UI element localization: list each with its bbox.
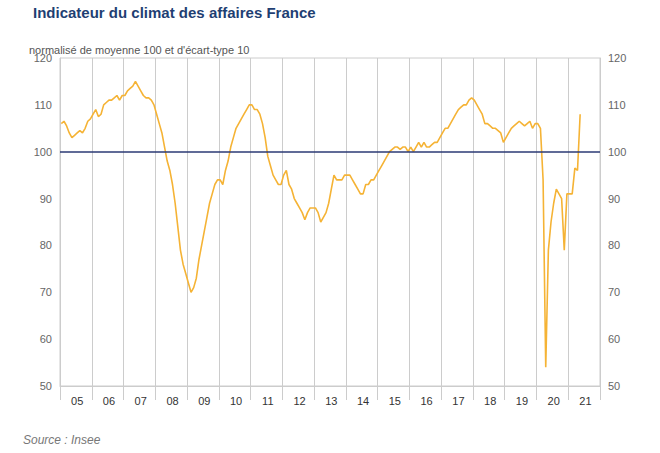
svg-text:120: 120 — [33, 52, 52, 64]
svg-text:13: 13 — [325, 395, 337, 407]
svg-text:10: 10 — [230, 395, 242, 407]
svg-text:Source : Insee: Source : Insee — [23, 433, 101, 447]
svg-text:20: 20 — [548, 395, 560, 407]
svg-text:normalisé de moyenne 100 et d': normalisé de moyenne 100 et d'écart-type… — [29, 44, 249, 56]
svg-text:14: 14 — [357, 395, 369, 407]
svg-text:Indicateur du climat des affai: Indicateur du climat des affaires France — [33, 4, 316, 21]
svg-text:50: 50 — [40, 380, 52, 392]
svg-text:100: 100 — [608, 146, 626, 158]
svg-text:09: 09 — [198, 395, 210, 407]
svg-text:110: 110 — [34, 99, 52, 111]
svg-text:80: 80 — [608, 239, 620, 251]
svg-text:19: 19 — [516, 395, 528, 407]
svg-text:70: 70 — [608, 286, 620, 298]
svg-text:90: 90 — [608, 193, 620, 205]
svg-text:50: 50 — [608, 380, 620, 392]
svg-text:07: 07 — [135, 395, 147, 407]
svg-text:11: 11 — [262, 395, 273, 407]
svg-text:05: 05 — [71, 395, 83, 407]
svg-text:17: 17 — [452, 395, 464, 407]
svg-text:15: 15 — [389, 395, 401, 407]
svg-text:110: 110 — [608, 99, 626, 111]
svg-text:12: 12 — [293, 395, 305, 407]
svg-text:08: 08 — [166, 395, 178, 407]
svg-text:21: 21 — [579, 395, 591, 407]
svg-text:120: 120 — [608, 52, 626, 64]
svg-text:60: 60 — [40, 333, 52, 345]
svg-text:70: 70 — [40, 286, 52, 298]
svg-text:18: 18 — [484, 395, 496, 407]
svg-text:16: 16 — [420, 395, 432, 407]
svg-text:90: 90 — [40, 193, 52, 205]
svg-text:06: 06 — [103, 395, 115, 407]
svg-text:80: 80 — [40, 239, 52, 251]
svg-text:60: 60 — [608, 333, 620, 345]
svg-text:100: 100 — [34, 146, 52, 158]
